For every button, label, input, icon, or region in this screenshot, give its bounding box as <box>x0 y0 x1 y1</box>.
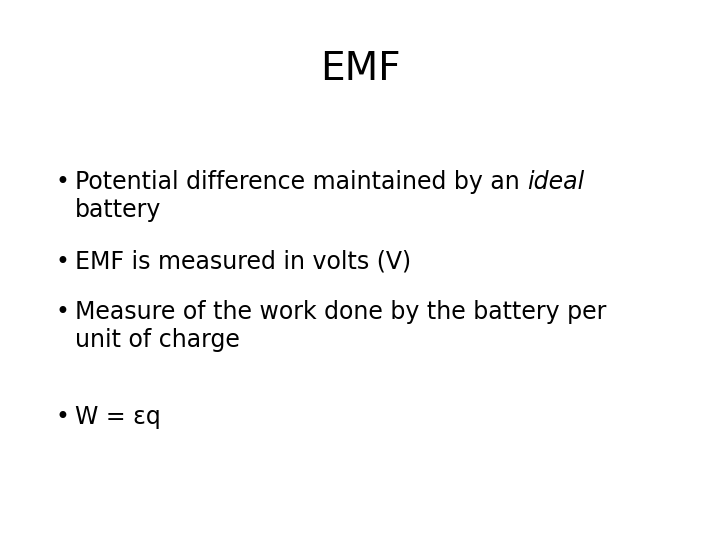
Text: battery: battery <box>75 198 161 222</box>
Text: EMF is measured in volts (V): EMF is measured in volts (V) <box>75 250 411 274</box>
Text: •: • <box>55 170 69 194</box>
Text: ideal: ideal <box>527 170 585 194</box>
Text: unit of charge: unit of charge <box>75 328 240 352</box>
Text: EMF: EMF <box>320 50 400 88</box>
Text: Potential difference maintained by an: Potential difference maintained by an <box>75 170 527 194</box>
Text: •: • <box>55 250 69 274</box>
Text: •: • <box>55 300 69 324</box>
Text: W = εq: W = εq <box>75 405 161 429</box>
Text: •: • <box>55 405 69 429</box>
Text: Measure of the work done by the battery per: Measure of the work done by the battery … <box>75 300 606 324</box>
